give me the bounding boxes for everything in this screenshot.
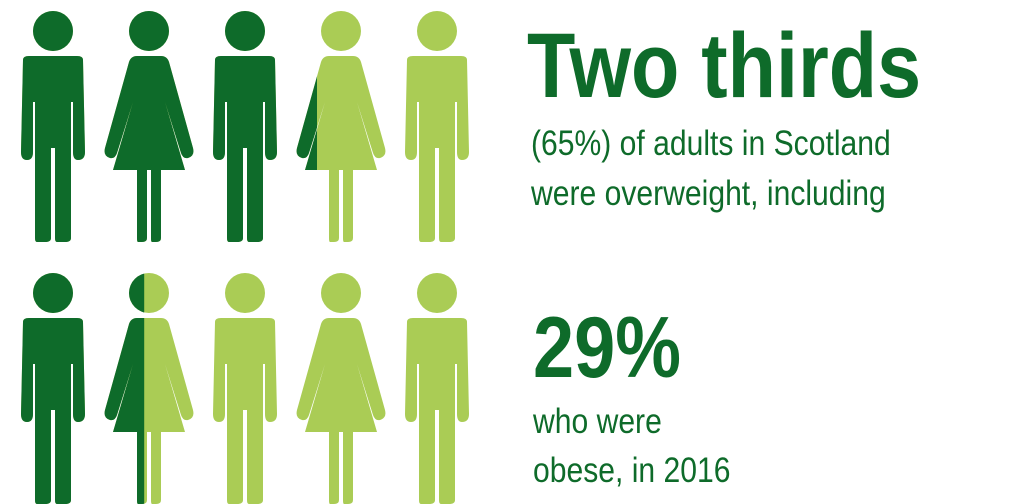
overweight-headline: Two thirds: [527, 15, 922, 117]
overweight-text-line-1: (65%) of adults in Scotland: [531, 124, 891, 163]
woman-icon: [296, 11, 386, 242]
pictogram-row-obese: [0, 272, 500, 504]
man-icon-filled: [21, 11, 85, 242]
man-icon: [213, 273, 277, 504]
woman-icon-filled: [296, 76, 317, 170]
man-icon: [405, 11, 469, 242]
pictogram-row-overweight: [0, 10, 500, 242]
woman-icon-filled: [104, 11, 194, 242]
man-icon-filled: [21, 273, 85, 504]
obese-text-line-1: who were: [533, 402, 662, 441]
woman-icon: [296, 273, 386, 504]
obese-text-line-2: obese, in 2016: [533, 451, 731, 490]
man-icon: [405, 273, 469, 504]
obese-base-layer: [21, 273, 469, 504]
overweight-filled-layer: [21, 11, 317, 242]
overweight-text-line-2: were overweight, including: [531, 174, 886, 213]
man-icon-filled: [213, 11, 277, 242]
pictogram-overweight: [21, 11, 469, 242]
obese-headline: 29%: [533, 300, 682, 396]
obese-filled-layer: [21, 273, 145, 504]
pictogram-obese: [21, 273, 469, 504]
woman-icon-filled: [104, 273, 145, 504]
